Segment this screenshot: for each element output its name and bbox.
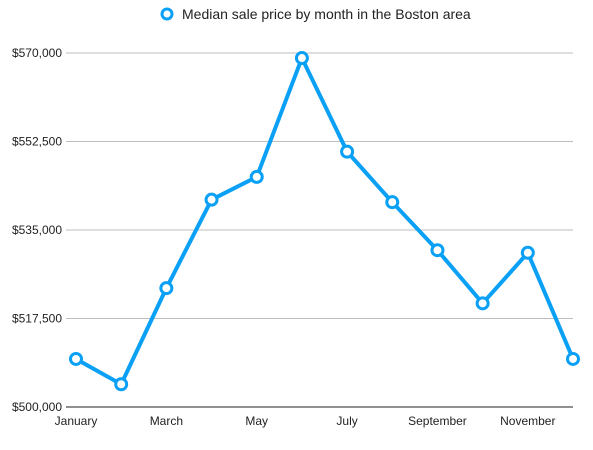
data-point [566,351,580,366]
data-point [385,195,400,210]
data-point [430,243,445,258]
data-point [249,169,264,184]
x-axis-tick-labels: January March May July September November [55,414,556,428]
x-tick-label: November [500,414,555,428]
legend-marker [160,7,174,21]
legend-label: Median sale price by month in the Boston… [182,6,471,22]
x-tick-label: September [408,414,467,428]
x-tick-label: January [55,414,98,428]
x-tick-label: July [336,414,357,428]
y-tick-label: $552,500 [12,135,62,149]
data-point [204,192,219,207]
legend: Median sale price by month in the Boston… [160,6,471,22]
y-tick-label: $500,000 [12,400,62,414]
series-layer [69,51,580,392]
data-point [520,245,535,260]
y-axis-tick-labels: $500,000 $517,500 $535,000 $552,500 $570,000 [12,46,62,414]
data-point [69,351,83,366]
data-point [159,281,174,296]
data-point [114,377,129,392]
data-point [294,51,309,66]
series-line [74,56,575,387]
y-tick-label: $517,500 [12,312,62,326]
y-tick-label: $535,000 [12,223,62,237]
data-point [340,144,355,159]
gridlines [66,52,573,319]
data-point [475,296,490,311]
x-tick-label: May [245,414,268,428]
x-tick-label: March [150,414,183,428]
y-tick-label: $570,000 [12,46,62,60]
